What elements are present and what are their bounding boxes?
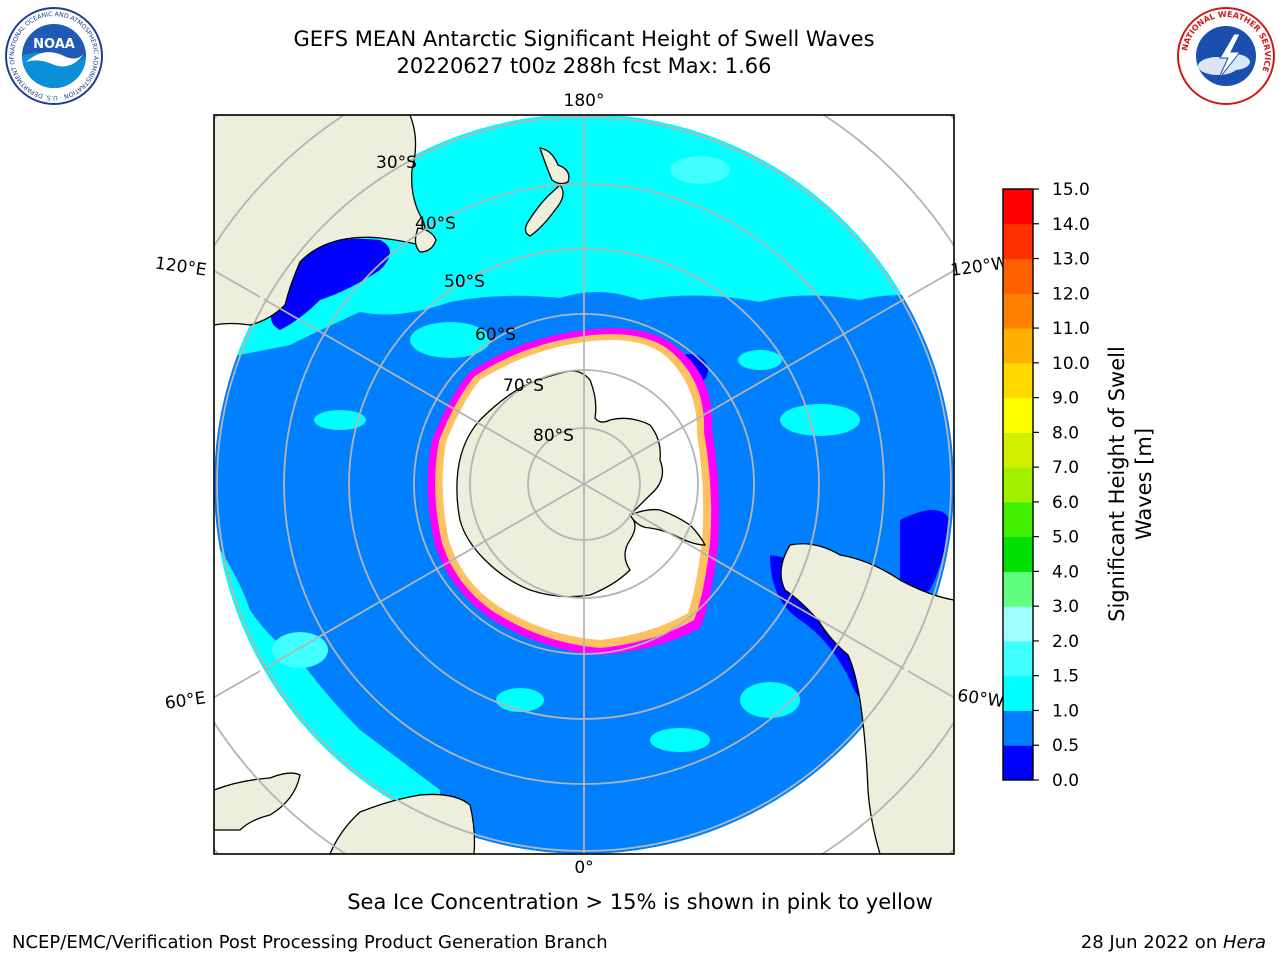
colorbar-segment [1003, 536, 1033, 572]
nws-logo: NATIONAL WEATHER SERVICE [1177, 7, 1275, 105]
colorbar-segment [1003, 397, 1033, 433]
lat-label-80s: 80°S [533, 426, 574, 446]
light-cyan-patch [272, 632, 328, 668]
footer-date: 28 Jun 2022 on Hera [1081, 932, 1266, 953]
lon-label-0: 0° [574, 858, 593, 878]
colorbar-tick-label: 3.0 [1052, 597, 1079, 617]
lat-label-70s: 70°S [503, 376, 544, 396]
colorbar-tick-label: 0.5 [1052, 736, 1079, 756]
cyan-patch [496, 688, 544, 712]
colorbar-tick-label: 13.0 [1052, 250, 1090, 270]
colorbar-tick-label: 4.0 [1052, 562, 1079, 582]
colorbar-segment [1003, 432, 1033, 468]
colorbar-ticks: 0.0 0.5 1.0 1.5 2.0 3.0 4.0 5.0 6.0 7.0 8.0 9.0 10.0… [1033, 180, 1090, 791]
lon-label-120e: 120°E [154, 254, 208, 281]
colorbar-segment [1003, 467, 1033, 503]
cyan-patch [650, 728, 710, 752]
sea-ice-caption: Sea Ice Concentration > 15% is shown in … [347, 890, 933, 914]
colorbar-segment [1003, 189, 1033, 225]
lat-label-40s: 40°S [415, 214, 456, 234]
colorbar-segment [1003, 640, 1033, 677]
cyan-patch [740, 682, 800, 718]
colorbar-tick-label: 1.5 [1052, 667, 1079, 687]
colorbar-segment [1003, 328, 1033, 364]
colorbar [1003, 189, 1033, 781]
colorbar-segment [1003, 675, 1033, 711]
cyan-patch [410, 322, 490, 358]
chart-title: GEFS MEAN Antarctic Significant Height o… [293, 27, 875, 51]
map-frame [213, 114, 955, 855]
australia-land [214, 115, 426, 326]
colorbar-tick-label: 7.0 [1052, 458, 1079, 478]
lon-label-120w: 120°W [949, 253, 1009, 281]
colorbar-tick-label: 0.0 [1052, 771, 1079, 791]
footer-date-text: 28 Jun 2022 on [1080, 932, 1223, 953]
footer-producer: NCEP/EMC/Verification Post Processing Pr… [12, 932, 608, 953]
colorbar-segment [1003, 258, 1033, 294]
colorbar-tick-label: 12.0 [1052, 284, 1090, 304]
chart-subtitle: 20220627 t00z 288h fcst Max: 1.66 [396, 54, 772, 78]
light-cyan-patch [670, 156, 730, 184]
colorbar-tick-label: 8.0 [1052, 423, 1079, 443]
cyan-patch [738, 350, 782, 370]
colorbar-tick-label: 15.0 [1052, 180, 1090, 200]
colorbar-segment [1003, 745, 1033, 781]
lon-label-60w: 60°W [956, 686, 1005, 712]
colorbar-label-line2: Waves [m] [1132, 428, 1156, 540]
cyan-patch [314, 410, 366, 430]
lon-label-60e: 60°E [164, 688, 207, 713]
lon-label-180: 180° [564, 91, 605, 111]
lat-label-30s: 30°S [376, 153, 417, 173]
antarctica-land [456, 370, 664, 598]
colorbar-tick-label: 1.0 [1052, 701, 1079, 721]
colorbar-segment [1003, 710, 1033, 746]
colorbar-segment [1003, 362, 1033, 399]
colorbar-segment [1003, 571, 1033, 607]
africa-south-land [329, 793, 476, 854]
lat-label-50s: 50°S [444, 272, 485, 292]
lat-label-60s: 60°S [475, 325, 516, 345]
new-zealand-north-land [539, 147, 570, 185]
colorbar-tick-label: 11.0 [1052, 319, 1090, 339]
colorbar-frame [1002, 188, 1034, 781]
africa-land [214, 772, 301, 831]
colorbar-tick-label: 6.0 [1052, 493, 1079, 513]
new-zealand-south-land [524, 184, 564, 237]
cyan-patch [780, 404, 860, 436]
outer-graticule [214, 115, 954, 854]
colorbar-label-line1: Significant Height of Swell [1105, 346, 1129, 622]
colorbar-tick-label: 10.0 [1052, 354, 1090, 374]
colorbar-tick-label: 5.0 [1052, 528, 1079, 548]
colorbar-tick-label: 9.0 [1052, 389, 1079, 409]
colorbar-tick-label: 2.0 [1052, 632, 1079, 652]
noaa-logo: NATIONAL OCEANIC AND ATMOSPHERIC ADMINIS… [4, 6, 103, 105]
noaa-logo-text: NOAA [33, 37, 75, 52]
ocean-band-0-0.5-east2 [900, 510, 950, 594]
footer-host: Hera [1222, 932, 1266, 953]
tasmania-land [414, 227, 437, 253]
graticule [216, 115, 952, 854]
colorbar-tick-label: 14.0 [1052, 215, 1090, 235]
colorbar-segment [1003, 501, 1033, 538]
colorbar-segment [1003, 293, 1033, 329]
colorbar-segment [1003, 606, 1033, 642]
colorbar-segment [1003, 223, 1033, 260]
